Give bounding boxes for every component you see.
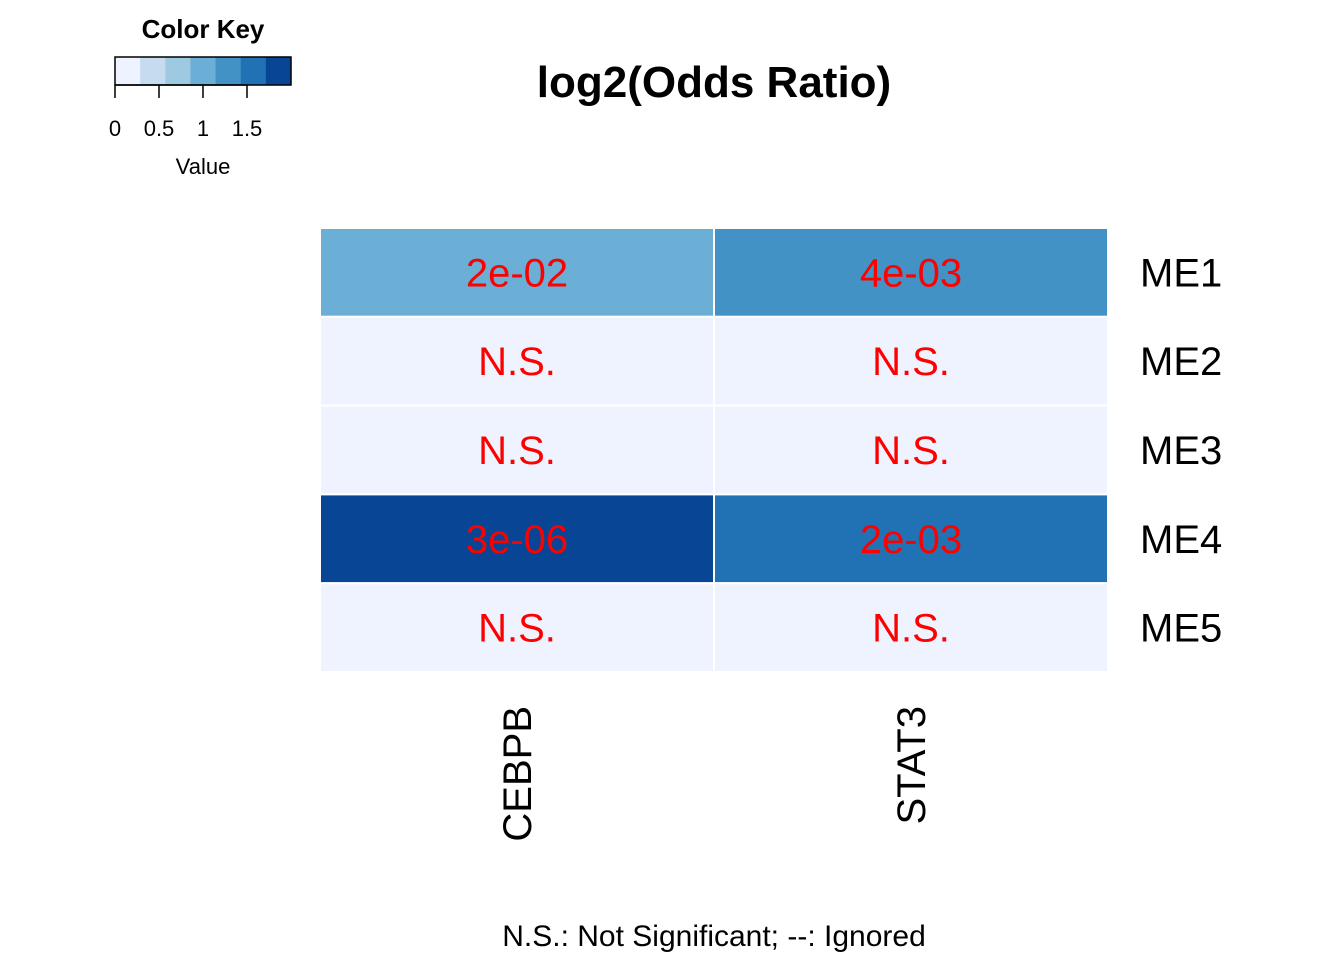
cell-label: 4e-03 — [860, 251, 962, 295]
color-key-swatch — [265, 57, 292, 85]
column-labels: CEBPB STAT3 — [496, 706, 934, 842]
row-labels: ME1 ME2 ME3 ME4 ME5 — [1140, 251, 1222, 650]
color-key-swatch — [115, 57, 141, 85]
heatmap-cell — [319, 227, 715, 318]
column-label: STAT3 — [890, 706, 934, 825]
color-key-tick-label: 0.5 — [144, 116, 175, 141]
heatmap-cell — [713, 404, 1109, 496]
heatmap-cells: 2e-02 4e-03 N.S. N.S. N.S. N.S. 3e-06 2e-03 N.S.… — [319, 227, 1109, 674]
color-key-tick-label: 0 — [109, 116, 121, 141]
color-key-title: Color Key — [142, 14, 265, 44]
color-key-swatch — [240, 57, 267, 85]
color-key-ticks: 0 0.5 1 1.5 — [109, 84, 263, 141]
cell-label: 2e-03 — [860, 518, 962, 562]
color-key-tick-label: 1 — [197, 116, 209, 141]
color-key-swatches — [115, 57, 292, 85]
heatmap-cell — [713, 582, 1109, 674]
heatmap-cell — [319, 404, 715, 496]
row-label: ME2 — [1140, 340, 1222, 384]
row-label: ME1 — [1140, 251, 1222, 295]
cell-label: N.S. — [872, 429, 950, 473]
heatmap-cell — [319, 582, 715, 674]
cell-label: N.S. — [478, 607, 556, 651]
cell-label: N.S. — [478, 429, 556, 473]
row-label: ME4 — [1140, 518, 1222, 562]
color-key-tick-label: 1.5 — [232, 116, 263, 141]
color-key-swatch — [215, 57, 242, 85]
column-label: CEBPB — [496, 706, 540, 842]
cell-label: N.S. — [872, 607, 950, 651]
color-key: Color Key 0 0.5 1 1.5 Value — [109, 14, 292, 179]
heatmap-cell — [713, 227, 1109, 318]
cell-label: 2e-02 — [466, 251, 568, 295]
footnote: N.S.: Not Significant; --: Ignored — [502, 920, 926, 953]
color-key-swatch — [140, 57, 166, 85]
chart-title: log2(Odds Ratio) — [537, 58, 891, 107]
row-label: ME5 — [1140, 607, 1222, 651]
cell-label: N.S. — [478, 340, 556, 384]
heatmap-cell — [319, 315, 715, 407]
row-label: ME3 — [1140, 429, 1222, 473]
cell-label: 3e-06 — [466, 518, 568, 562]
color-key-swatch — [165, 57, 191, 85]
color-key-swatch — [190, 57, 217, 85]
color-key-xlabel: Value — [176, 154, 231, 179]
heatmap-cell — [713, 315, 1109, 407]
cell-label: N.S. — [872, 340, 950, 384]
